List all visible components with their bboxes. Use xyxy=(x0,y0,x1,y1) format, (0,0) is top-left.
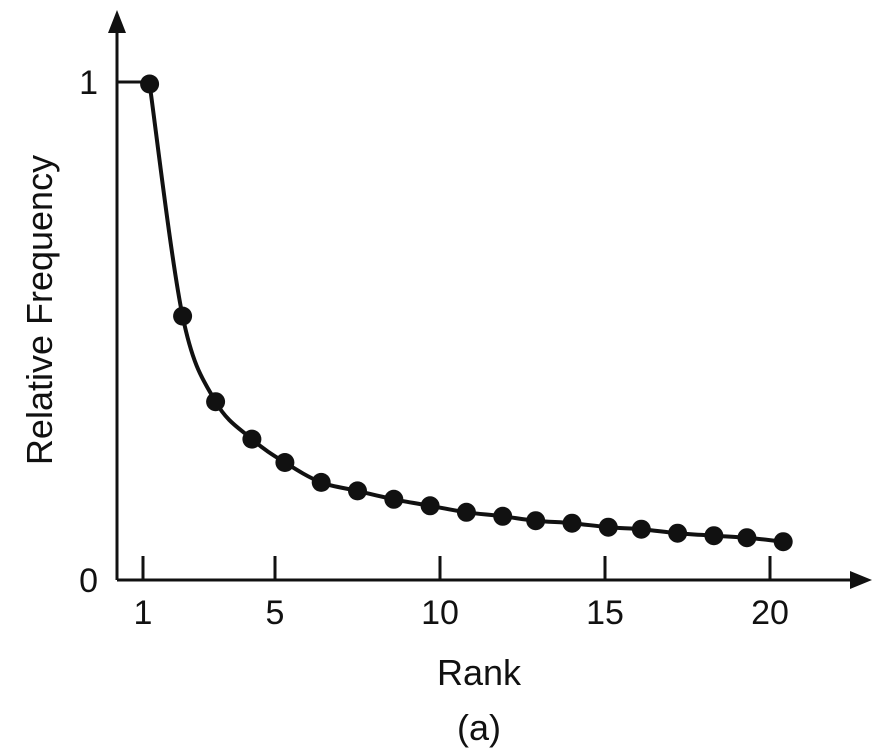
x-tick-label: 1 xyxy=(134,594,153,632)
figure-caption: (a) xyxy=(457,707,501,748)
data-point xyxy=(242,429,262,449)
data-point xyxy=(737,528,757,548)
data-point xyxy=(206,392,226,412)
y-axis-arrow-icon xyxy=(108,10,126,33)
x-tick-label: 10 xyxy=(421,594,459,632)
x-tick-label: 5 xyxy=(266,594,285,632)
y-axis-ticks: 01 xyxy=(79,64,141,600)
x-axis-arrow-icon xyxy=(850,571,872,589)
x-axis-ticks: 1 5 10 15 20 xyxy=(134,556,789,632)
data-point xyxy=(631,519,651,539)
y-tick-label: 1 xyxy=(79,64,98,102)
data-point xyxy=(420,496,440,516)
data-point xyxy=(668,523,688,543)
data-point xyxy=(275,453,295,472)
data-point xyxy=(493,506,513,526)
data-point xyxy=(348,481,367,501)
data-point xyxy=(526,511,546,531)
data-point xyxy=(773,532,793,552)
data-point xyxy=(311,472,331,492)
x-tick-label: 15 xyxy=(586,594,624,632)
y-tick-label: 0 xyxy=(79,562,98,600)
data-point xyxy=(456,502,476,522)
axes xyxy=(108,10,872,589)
x-axis-label: Rank xyxy=(437,652,522,693)
data-point xyxy=(598,517,618,537)
data-point xyxy=(704,526,724,546)
series-curve xyxy=(147,83,784,544)
data-point xyxy=(140,74,160,94)
data-points xyxy=(140,74,793,552)
data-point xyxy=(562,513,582,533)
x-tick-label: 20 xyxy=(751,594,789,632)
data-point xyxy=(173,306,193,326)
y-axis-label: Relative Frequency xyxy=(19,155,60,465)
data-point xyxy=(384,489,404,509)
